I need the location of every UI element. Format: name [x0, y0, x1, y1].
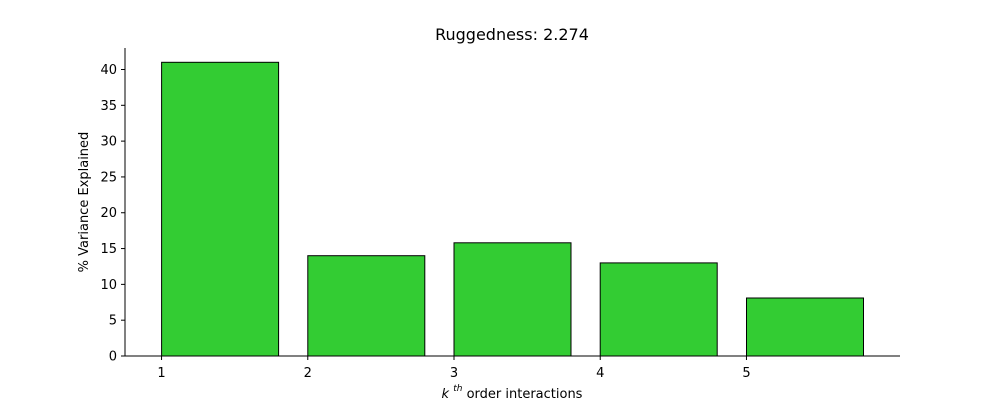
x-tick-label-1: 1 — [157, 366, 165, 381]
chart-title: Ruggedness: 2.274 — [435, 25, 589, 44]
x-tick-label-4: 4 — [596, 366, 604, 381]
x-axis-title-base: k — [442, 387, 450, 400]
y-tick-label-20: 20 — [100, 206, 117, 221]
y-tick-label-40: 40 — [100, 63, 117, 78]
x-tick-label-3: 3 — [450, 366, 458, 381]
y-tick-label-25: 25 — [100, 170, 117, 185]
y-tick-label-10: 10 — [100, 278, 117, 293]
x-tick-label-2: 2 — [304, 366, 312, 381]
bar-3 — [453, 242, 572, 357]
x-axis-title-text: order interactions — [467, 387, 583, 400]
y-ticks: 0 5 10 15 20 25 30 35 40 — [100, 63, 125, 365]
bar-1 — [161, 61, 280, 357]
y-tick-label-0: 0 — [109, 350, 117, 365]
bar-4 — [599, 262, 718, 357]
y-tick-label-15: 15 — [100, 242, 117, 257]
y-axis-title: % Variance Explained — [77, 132, 92, 273]
y-tick-label-30: 30 — [100, 135, 117, 150]
x-axis-title-superscript: th — [453, 384, 463, 394]
bars — [161, 61, 864, 357]
bar-2 — [307, 255, 426, 357]
x-tick-label-5: 5 — [742, 366, 750, 381]
y-tick-label-5: 5 — [109, 314, 117, 329]
y-tick-label-35: 35 — [100, 99, 117, 114]
x-axis-title: k th order interactions — [442, 380, 583, 400]
x-ticks: 1 2 3 4 5 — [157, 356, 751, 381]
bar-5 — [746, 297, 864, 357]
